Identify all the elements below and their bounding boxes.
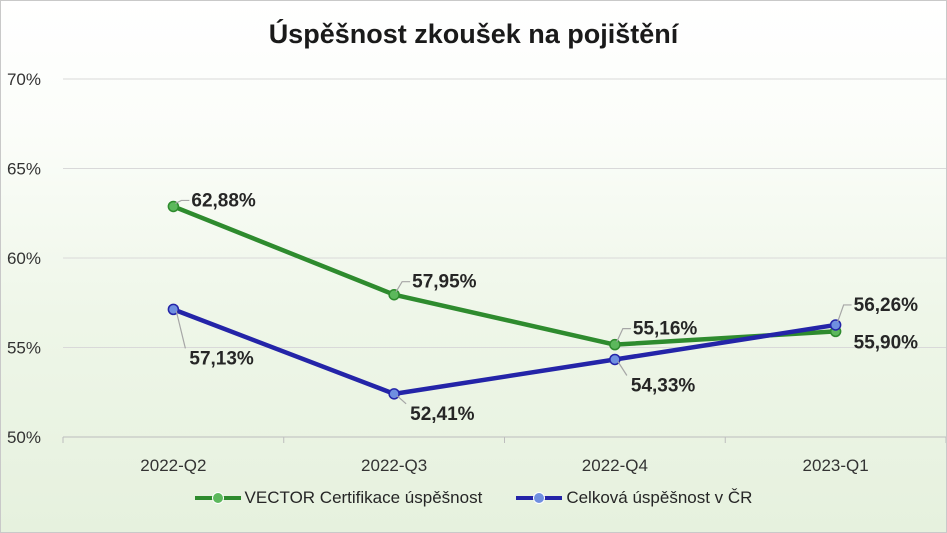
data-label: 57,95% [412, 272, 477, 293]
legend-label-vector: VECTOR Certifikace úspěšnost [244, 488, 483, 507]
y-tick-label: 70% [7, 70, 41, 89]
y-tick-label: 60% [7, 249, 41, 268]
legend-item-vector[interactable]: VECTOR Certifikace úspěšnost [194, 488, 483, 508]
legend-swatch-celkova [516, 491, 563, 505]
x-tick-label: 2023-Q1 [803, 456, 869, 475]
leader-line [396, 395, 407, 405]
legend-label-celkova: Celková úspěšnost v ČR [566, 488, 753, 507]
data-label: 52,41% [410, 404, 475, 425]
x-tick-label: 2022-Q2 [140, 456, 206, 475]
y-tick-label: 55% [7, 339, 41, 358]
data-point [609, 338, 621, 351]
data-label: 62,88% [191, 190, 256, 211]
leader-line [617, 361, 628, 376]
data-point [388, 288, 400, 301]
data-point [167, 200, 180, 213]
legend-swatch-vector [194, 491, 241, 505]
data-point [609, 353, 621, 366]
data-label: 55,16% [633, 319, 698, 340]
legend: VECTOR Certifikace úspěšnost Celková úsp… [1, 488, 946, 508]
leader-line [175, 311, 186, 349]
data-label: 55,90% [854, 332, 919, 353]
data-label: 56,26% [854, 295, 919, 316]
leader-line [837, 304, 852, 323]
data-point [388, 388, 400, 400]
series-line-0 [171, 204, 838, 347]
legend-item-celkova[interactable]: Celková úspěšnost v ČR [516, 488, 752, 508]
leader-line [395, 281, 411, 293]
x-tick-label: 2022-Q3 [361, 456, 427, 475]
leader-line [616, 328, 631, 342]
data-point [167, 303, 180, 316]
data-label: 57,13% [189, 348, 254, 369]
series-line-1 [171, 307, 838, 397]
leader-line [175, 199, 190, 204]
y-tick-label: 65% [7, 160, 41, 179]
y-tick-label: 50% [7, 428, 41, 447]
data-point [829, 319, 842, 331]
data-label: 54,33% [631, 375, 696, 396]
x-tick-label: 2022-Q4 [582, 456, 648, 475]
chart-title: Úspěšnost zkoušek na pojištění [268, 19, 679, 49]
